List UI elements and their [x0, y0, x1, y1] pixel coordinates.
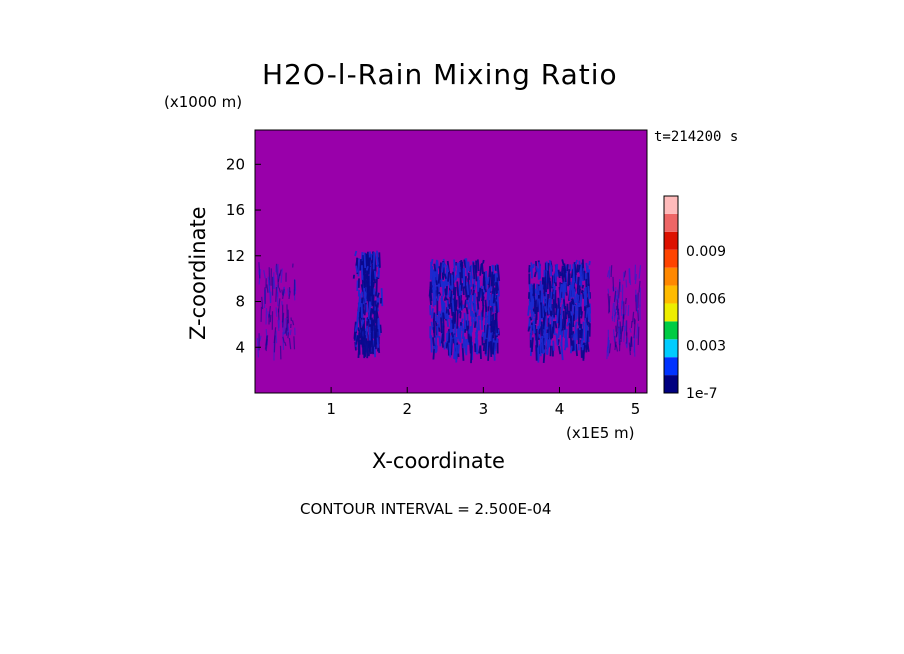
- colorbar-segment: [664, 196, 678, 214]
- plot-frame: [254, 129, 648, 394]
- x-tick-label: 2: [402, 400, 412, 418]
- y-tick-label: 20: [226, 155, 245, 173]
- colorbar-segment: [664, 357, 678, 376]
- rain-column: [256, 262, 297, 361]
- colorbar-segment: [664, 321, 678, 340]
- x-axis-multiplier: (x1E5 m): [566, 424, 635, 442]
- colorbar-label: 0.006: [686, 291, 726, 307]
- x-axis-label: X-coordinate: [372, 449, 505, 473]
- colorbar-segment: [664, 303, 678, 322]
- x-tick-label: 4: [555, 400, 565, 418]
- x-tick-label: 5: [631, 400, 641, 418]
- colorbar-segment: [664, 231, 678, 250]
- y-tick-label: 8: [235, 293, 245, 311]
- time-label: t=214200 s: [654, 129, 739, 145]
- rain-column: [352, 250, 384, 359]
- colorbar-segment: [664, 249, 678, 268]
- colorbar-segment: [664, 285, 678, 304]
- x-axis-ticks: 1 2 3 4 5: [326, 387, 640, 418]
- chart-title: H2O-l-Rain Mixing Ratio: [262, 58, 618, 91]
- colorbar-segment: [664, 267, 678, 286]
- rain-column: [527, 259, 591, 363]
- contour-interval-note: CONTOUR INTERVAL = 2.500E-04: [300, 500, 552, 518]
- rain-field: [256, 250, 642, 364]
- colorbar-label: 0.003: [686, 339, 726, 355]
- colorbar-segment: [664, 213, 678, 232]
- colorbar: 1e-7 0.003 0.006 0.009: [663, 195, 726, 402]
- rain-column: [428, 258, 501, 364]
- y-axis-multiplier: (x1000 m): [164, 93, 243, 111]
- y-tick-label: 12: [226, 247, 245, 265]
- colorbar-frame: [663, 195, 679, 394]
- x-tick-label: 3: [479, 400, 489, 418]
- colorbar-label: 1e-7: [686, 386, 717, 402]
- x-tick-label: 1: [326, 400, 336, 418]
- y-tick-label: 4: [235, 338, 245, 356]
- y-axis-ticks: 4 8 12 16 20: [226, 155, 261, 356]
- colorbar-segment: [664, 339, 678, 358]
- colorbar-segment: [664, 375, 678, 393]
- y-tick-label: 16: [226, 201, 245, 219]
- rain-column: [606, 264, 642, 360]
- colorbar-label: 0.009: [686, 244, 726, 260]
